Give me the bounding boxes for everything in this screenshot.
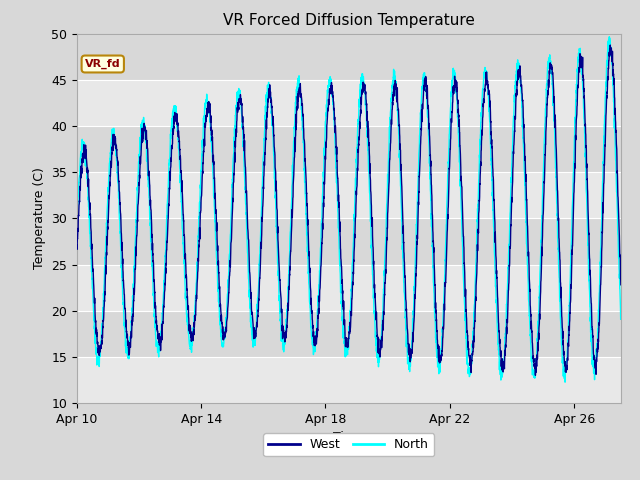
West bbox=[532, 372, 540, 378]
West bbox=[170, 125, 178, 131]
North bbox=[170, 111, 178, 117]
Bar bbox=[77, 218, 621, 264]
Bar bbox=[77, 0, 621, 34]
Line: West: West bbox=[77, 45, 636, 375]
Bar bbox=[77, 264, 621, 311]
West bbox=[312, 333, 319, 339]
North bbox=[561, 379, 569, 385]
North bbox=[622, 371, 630, 376]
Bar bbox=[77, 311, 621, 357]
Bar bbox=[77, 34, 621, 80]
West bbox=[606, 42, 614, 48]
West bbox=[137, 159, 145, 165]
Line: North: North bbox=[77, 37, 636, 382]
Y-axis label: Temperature (C): Temperature (C) bbox=[33, 168, 45, 269]
Bar bbox=[77, 34, 621, 403]
Bar bbox=[77, 126, 621, 172]
Bar bbox=[77, 80, 621, 126]
West bbox=[622, 357, 630, 362]
Bar bbox=[77, 357, 621, 403]
Legend: West, North: West, North bbox=[264, 433, 434, 456]
Title: VR Forced Diffusion Temperature: VR Forced Diffusion Temperature bbox=[223, 13, 475, 28]
West bbox=[561, 360, 569, 365]
North bbox=[561, 375, 569, 381]
North bbox=[73, 215, 81, 221]
West bbox=[632, 126, 640, 132]
North bbox=[312, 333, 319, 339]
Text: VR_fd: VR_fd bbox=[85, 59, 120, 69]
Bar bbox=[77, 172, 621, 218]
West bbox=[73, 242, 81, 248]
North bbox=[287, 202, 295, 208]
North bbox=[605, 34, 613, 40]
North bbox=[632, 82, 640, 88]
North bbox=[137, 135, 145, 141]
X-axis label: Time: Time bbox=[333, 432, 364, 444]
West bbox=[287, 230, 295, 236]
